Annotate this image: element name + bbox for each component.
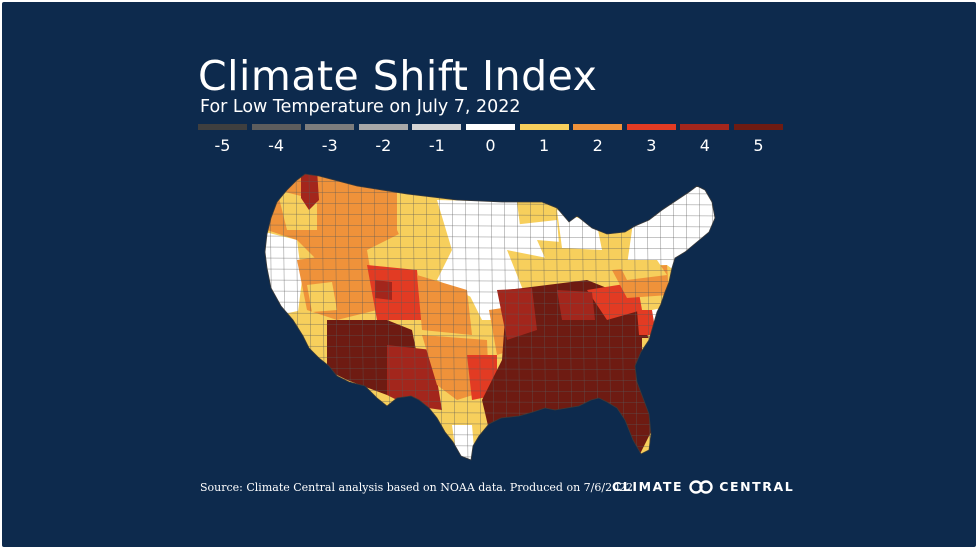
- county-border-line: [265, 235, 715, 239]
- county-border-line: [265, 455, 715, 459]
- county-border-line: [257, 170, 260, 465]
- region-4: [375, 280, 392, 300]
- county-border-line: [438, 174, 443, 460]
- county-border-line: [265, 323, 715, 327]
- map-title: Climate Shift Index: [198, 52, 598, 100]
- map-subtitle: For Low Temperature on July 7, 2022: [200, 97, 521, 117]
- region-0: [652, 305, 677, 340]
- logo-rings-icon: [689, 479, 713, 494]
- legend-swatch--3: [305, 124, 355, 130]
- legend-label: -3: [321, 136, 338, 155]
- region-1: [642, 338, 667, 360]
- county-border-line: [265, 334, 715, 338]
- region-4: [301, 174, 319, 210]
- legend-label: 2: [592, 136, 603, 155]
- legend-swatch-2: [573, 124, 623, 130]
- legend-swatch--5: [198, 124, 247, 130]
- region-3: [367, 265, 422, 320]
- logo-text-right: CENTRAL: [719, 479, 795, 494]
- legend-label: -1: [428, 136, 445, 155]
- county-border-line: [725, 170, 727, 465]
- legend-swatch--4: [251, 124, 301, 130]
- county-border-line: [265, 268, 715, 272]
- county-border-line: [265, 290, 715, 294]
- logo-text-left: CLIMATE: [612, 479, 684, 494]
- legend-label: 1: [539, 136, 550, 155]
- county-border-line: [464, 174, 469, 460]
- legend-label: 0: [485, 136, 496, 155]
- county-border-line: [265, 312, 715, 316]
- county-border-line: [265, 224, 715, 228]
- region-1: [537, 240, 602, 285]
- legend-swatch-4: [680, 124, 730, 130]
- source-note: Source: Climate Central analysis based o…: [200, 481, 637, 494]
- county-border-line: [265, 246, 715, 250]
- legend-swatch-1: [519, 124, 569, 130]
- legend-label: -2: [375, 136, 392, 155]
- legend-label: 4: [699, 136, 710, 155]
- us-outline: [264, 173, 716, 461]
- legend-swatch--2: [358, 124, 408, 130]
- legend-swatch-3: [626, 124, 676, 130]
- color-scale-legend: -5 -4 -3 -2 -1 0 1 2 3 4 5: [198, 124, 784, 155]
- county-border-line: [265, 301, 715, 305]
- county-border-line: [265, 433, 715, 437]
- us-climate-shift-map: [257, 170, 727, 465]
- legend-label: 3: [646, 136, 657, 155]
- county-border-line: [265, 257, 715, 261]
- county-border-line: [265, 279, 715, 283]
- county-border-line: [265, 444, 715, 448]
- region-4: [557, 290, 595, 320]
- region-1: [307, 282, 337, 312]
- county-border-line: [265, 422, 715, 426]
- county-border-line: [257, 170, 727, 172]
- legend-swatch--1: [412, 124, 462, 130]
- region-1: [617, 260, 667, 280]
- county-border-line: [490, 174, 495, 460]
- county-border-line: [451, 174, 456, 460]
- county-border-line: [477, 174, 482, 460]
- legend-label: -4: [268, 136, 285, 155]
- climate-central-logo: CLIMATE CENTRAL: [612, 479, 794, 494]
- legend-label: 5: [753, 136, 764, 155]
- legend-swatch-5: [734, 124, 783, 130]
- legend-label: -5: [214, 136, 231, 155]
- county-border-line: [503, 174, 508, 460]
- region-2: [417, 275, 472, 335]
- legend-swatch-0: [466, 124, 515, 130]
